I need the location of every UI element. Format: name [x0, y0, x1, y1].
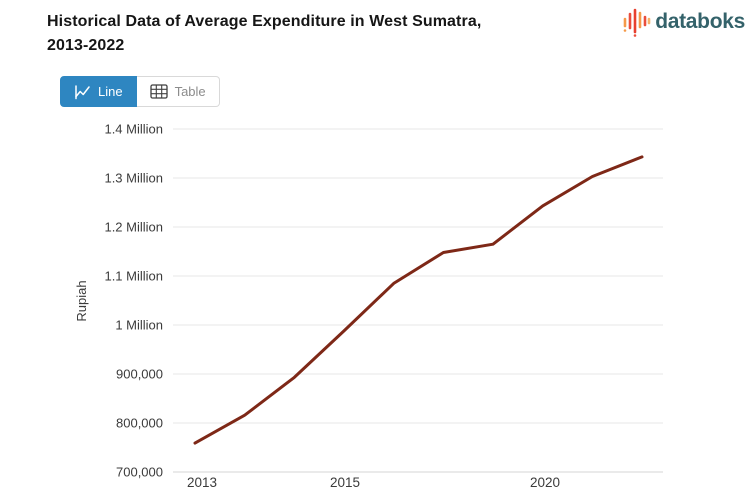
page-title-line2: 2013-2022 — [47, 37, 125, 54]
y-axis-tick-label: 1.2 Million — [104, 220, 163, 235]
databoks-logo: databoks — [622, 6, 745, 38]
table-icon — [149, 84, 168, 99]
line-view-button[interactable]: Line — [60, 76, 137, 107]
table-view-button[interactable]: Table — [136, 76, 220, 107]
page-title: Historical Data of Average Expenditure i… — [47, 10, 481, 58]
y-axis-tick-label: 1.4 Million — [104, 122, 163, 137]
y-axis-tick-label: 1.1 Million — [104, 269, 163, 284]
y-axis-tick-label: 1.3 Million — [104, 171, 163, 186]
line-view-label: Line — [98, 84, 123, 99]
y-axis-tick-label: 1 Million — [115, 318, 163, 333]
y-axis-title: Rupiah — [74, 280, 89, 321]
table-view-label: Table — [174, 84, 206, 99]
y-axis-tick-label: 800,000 — [116, 416, 163, 431]
x-axis-tick-label: 2015 — [330, 475, 360, 490]
databoks-logo-text: databoks — [655, 10, 745, 33]
x-axis-tick-label: 2013 — [187, 475, 217, 490]
y-axis-tick-label: 700,000 — [116, 465, 163, 480]
y-axis-tick-label: 900,000 — [116, 367, 163, 382]
databoks-logo-icon — [623, 8, 651, 37]
line-chart-icon — [75, 84, 90, 99]
chart-view-toggle: Line Table — [60, 76, 220, 107]
x-axis-tick-label: 2020 — [530, 475, 560, 490]
page-title-line1: Historical Data of Average Expenditure i… — [47, 13, 482, 30]
expenditure-series-line — [193, 155, 644, 445]
